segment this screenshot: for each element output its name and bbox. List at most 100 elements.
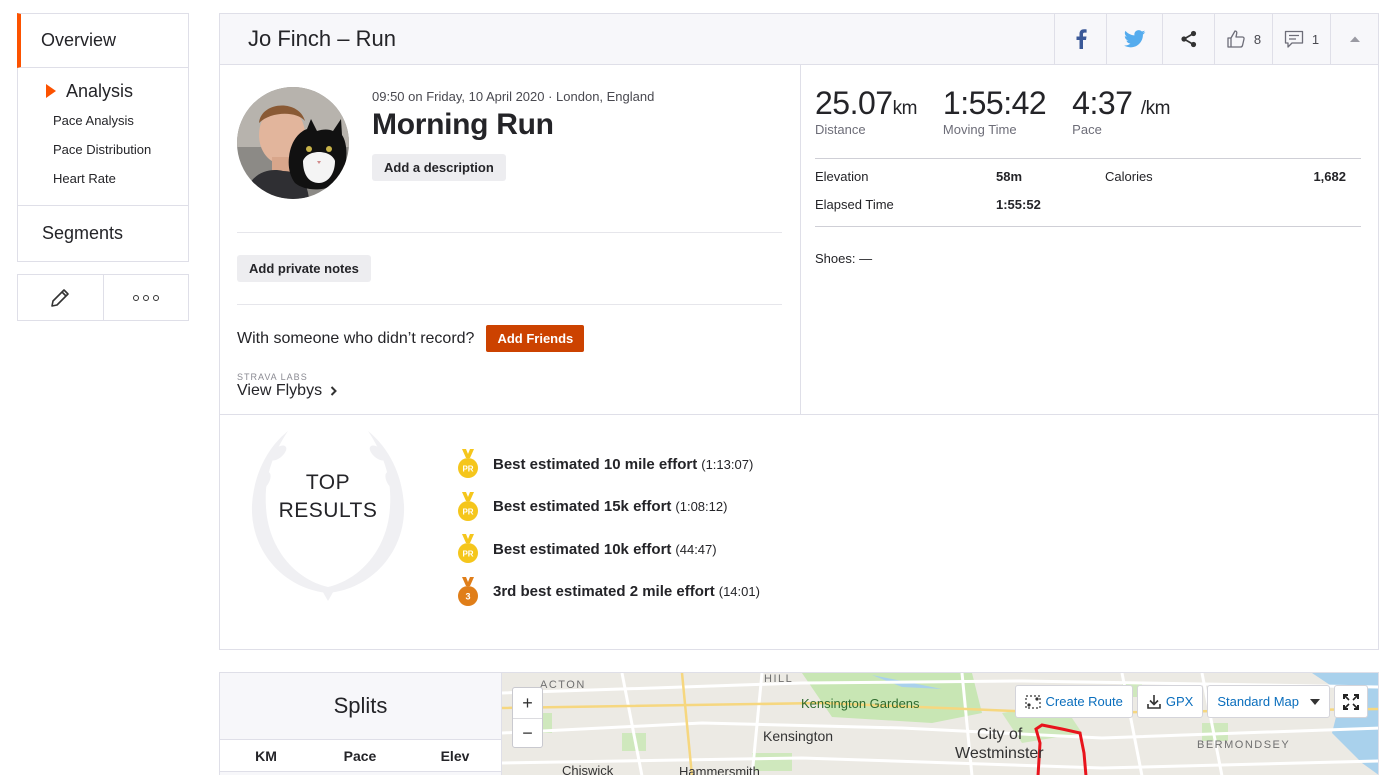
add-friends-button[interactable]: Add Friends	[486, 325, 585, 352]
pace-value: 4:37	[1072, 85, 1133, 121]
pr-medal-icon: PR	[458, 534, 478, 564]
distance-value: 25.07	[815, 85, 893, 121]
comment-icon	[1284, 30, 1304, 48]
result-time: (1:08:12)	[675, 499, 728, 515]
private-notes-row: Add private notes	[237, 233, 782, 305]
zoom-out-button[interactable]: −	[513, 718, 542, 748]
pr-medal-icon: PR	[458, 491, 478, 521]
activity-details: 09:50 on Friday, 10 April 2020 · London,…	[220, 65, 801, 414]
sidebar: Overview Analysis Pace Analysis Pace Dis…	[17, 13, 189, 321]
pace-unit: /km	[1140, 98, 1171, 119]
sidebar-item-analysis[interactable]: Analysis	[18, 76, 188, 106]
splits-col-pace: Pace	[343, 747, 377, 764]
map-label-hammersmith: Hammersmith	[679, 764, 760, 775]
create-route-label: Create Route	[1045, 694, 1123, 709]
twitter-share-button[interactable]	[1106, 14, 1162, 64]
sidebar-item-pace-analysis[interactable]: Pace Analysis	[53, 113, 134, 128]
sidebar-item-heart-rate[interactable]: Heart Rate	[53, 171, 116, 186]
top-results-title: TOP RESULTS	[236, 469, 420, 525]
map-label-kensington-gardens: Kensington Gardens	[801, 696, 920, 711]
create-route-button[interactable]: Create Route	[1014, 685, 1133, 718]
chevron-right-icon	[330, 386, 337, 396]
moving-time-stat: 1:55:42 Moving Time	[942, 85, 1047, 146]
share-icon	[1180, 30, 1196, 48]
sidebar-item-segments[interactable]: Segments	[17, 206, 189, 262]
share-button[interactable]	[1162, 14, 1214, 64]
kudos-button[interactable]: 8	[1214, 14, 1272, 64]
sidebar-item-overview[interactable]: Overview	[17, 13, 189, 68]
result-item[interactable]: PR Best estimated 15k effort (1:08:12)	[456, 486, 760, 529]
sidebar-item-label: Overview	[41, 30, 117, 50]
top-results-section: TOP RESULTS PR Best estimated 10 mile ef…	[219, 415, 1379, 650]
pace-label: Pace	[1072, 122, 1102, 137]
result-name: Best estimated 10k effort	[493, 540, 672, 558]
svg-text:3: 3	[465, 591, 470, 601]
twitter-icon	[1123, 30, 1145, 48]
more-actions-button[interactable]	[103, 274, 189, 321]
activity-summary: 09:50 on Friday, 10 April 2020 · London,…	[219, 65, 1379, 415]
result-time: (14:01)	[718, 584, 760, 600]
zoom-in-button[interactable]: +	[522, 692, 533, 713]
splits-title: Splits	[220, 673, 501, 740]
sidebar-item-pace-distribution[interactable]: Pace Distribution	[53, 142, 152, 157]
labs-label: STRAVA LABS	[237, 372, 308, 382]
athlete-photo	[237, 87, 349, 199]
pr-medal-icon: PR	[458, 449, 478, 479]
elevation-label: Elevation	[815, 169, 869, 184]
edit-button[interactable]	[17, 274, 104, 321]
view-flybys-link[interactable]: View Flybys	[237, 382, 782, 400]
view-flybys-label: View Flybys	[237, 382, 323, 399]
activity-name: Morning Run	[372, 108, 554, 141]
splits-panel: Splits KM Pace Elev	[220, 673, 502, 775]
chevron-right-icon	[46, 84, 56, 98]
secondary-stats: Elevation 58m Calories 1,682 Elapsed Tim…	[815, 159, 1361, 227]
caret-up-icon	[1349, 36, 1360, 42]
avatar[interactable]	[237, 87, 349, 199]
facebook-icon	[1076, 29, 1087, 49]
map-style-select[interactable]: Standard Map	[1207, 685, 1330, 718]
splits-header-row: KM Pace Elev	[220, 740, 501, 772]
comments-button[interactable]: 1	[1272, 14, 1330, 64]
moving-time-value: 1:55:42	[942, 85, 1047, 121]
result-item[interactable]: PR Best estimated 10k effort (44:47)	[456, 528, 760, 571]
distance-stat: 25.07km Distance	[815, 85, 917, 146]
result-item[interactable]: PR Best estimated 10 mile effort (1:13:0…	[456, 443, 760, 486]
laurel-wreath-icon	[251, 431, 405, 601]
moving-time-label: Moving Time	[942, 122, 1017, 137]
caret-down-icon	[1310, 698, 1320, 705]
activity-datetime: 09:50 on Friday, 10 April 2020 · London,…	[372, 89, 655, 104]
result-time: (1:13:07)	[701, 456, 754, 472]
primary-stats: 25.07km Distance 1:55:42 Moving Time 4:3…	[815, 85, 1361, 159]
sidebar-item-label: Analysis	[66, 80, 134, 101]
route-map[interactable]: ACTON HILL Kensington Gardens Kensington…	[502, 673, 1378, 775]
elevation-value: 58m	[996, 169, 1023, 184]
add-private-notes-button[interactable]: Add private notes	[237, 255, 371, 282]
top-results-line2: RESULTS	[278, 499, 378, 522]
gpx-download-button[interactable]: GPX	[1136, 685, 1204, 718]
activity-title-block: 09:50 on Friday, 10 April 2020 · London,…	[372, 87, 654, 220]
more-dots-icon	[132, 294, 159, 301]
bronze-medal-icon: 3	[458, 576, 478, 606]
collapse-button[interactable]	[1330, 14, 1378, 64]
svg-text:PR: PR	[462, 550, 473, 559]
result-time: (44:47)	[675, 541, 717, 557]
activity-main: Jo Finch – Run 8	[219, 13, 1379, 650]
kudos-count: 8	[1253, 31, 1262, 47]
sidebar-item-label: Segments	[42, 223, 124, 243]
add-description-button[interactable]: Add a description	[372, 154, 506, 181]
sidebar-tools	[17, 274, 189, 321]
result-item[interactable]: 3 3rd best estimated 2 mile effort (14:0…	[456, 571, 760, 614]
friends-prompt: With someone who didn’t record?	[237, 329, 475, 347]
top-results-line1: TOP	[305, 471, 351, 494]
pace-stat: 4:37 /km Pace	[1072, 85, 1170, 146]
athlete-row: 09:50 on Friday, 10 April 2020 · London,…	[237, 87, 782, 233]
pencil-icon	[51, 288, 70, 307]
result-name: Best estimated 15k effort	[493, 498, 672, 516]
activity-stats: 25.07km Distance 1:55:42 Moving Time 4:3…	[801, 65, 1378, 414]
facebook-share-button[interactable]	[1054, 14, 1106, 64]
calories-label: Calories	[1105, 169, 1153, 184]
route-select-icon	[1024, 694, 1041, 709]
map-toolbar: Create Route GPX Standard Map	[1014, 685, 1368, 718]
download-icon	[1147, 695, 1161, 709]
fullscreen-button[interactable]	[1334, 685, 1368, 718]
